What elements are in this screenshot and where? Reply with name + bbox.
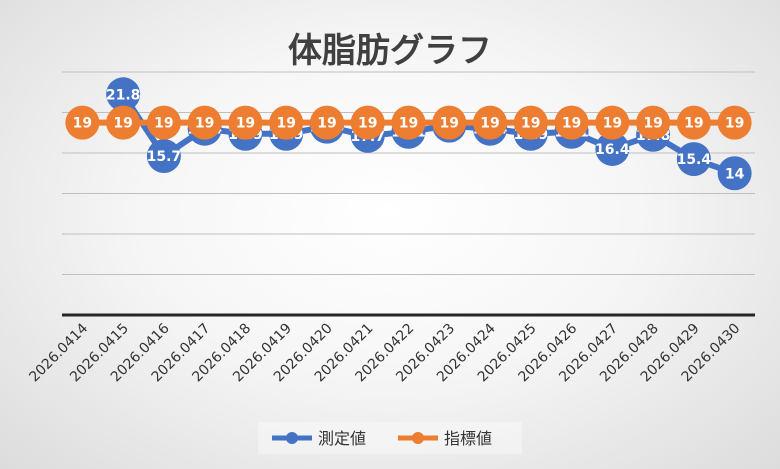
data-point	[595, 105, 630, 140]
data-label: 19	[480, 116, 499, 132]
data-label: 19	[317, 116, 336, 132]
data-label: 14	[725, 166, 745, 182]
data-point	[187, 105, 222, 140]
data-label: 19	[154, 116, 173, 132]
data-label: 19	[276, 116, 295, 132]
legend-label: 測定値	[318, 429, 366, 448]
data-point	[228, 105, 263, 140]
data-label: 21.8	[106, 87, 141, 103]
chart-title: 体脂肪グラフ	[288, 31, 492, 71]
data-label: 19	[358, 116, 377, 132]
data-point	[309, 105, 344, 140]
x-axis-ticks: 2026.04142026.04152026.04162026.04172026…	[26, 320, 743, 385]
data-point	[717, 105, 752, 140]
data-point	[146, 139, 181, 174]
data-point	[65, 105, 100, 140]
series-line	[120, 92, 736, 177]
data-label: 19	[643, 116, 662, 132]
data-point	[676, 142, 711, 177]
data-label: 15.4	[677, 152, 712, 168]
data-label: 19	[73, 116, 92, 132]
data-label: 19	[399, 116, 418, 132]
data-label: 19	[521, 116, 540, 132]
data-label: 19	[113, 116, 132, 132]
data-point	[146, 105, 181, 140]
data-point	[473, 105, 508, 140]
data-point	[432, 105, 467, 140]
data-point	[106, 77, 141, 112]
data-point	[106, 105, 141, 140]
legend: 測定値 指標値	[258, 422, 522, 454]
legend-label: 指標値	[444, 429, 492, 448]
data-point	[391, 105, 426, 140]
data-point	[636, 105, 671, 140]
data-label: 19	[603, 116, 622, 132]
data-label: 15.7	[147, 149, 182, 165]
data-label: 19	[236, 116, 255, 132]
data-label: 19	[725, 116, 744, 132]
data-point	[676, 105, 711, 140]
data-label: 16.4	[595, 142, 630, 158]
data-label: 19	[195, 116, 214, 132]
data-point	[513, 105, 548, 140]
data-point	[350, 105, 385, 140]
data-point	[269, 105, 304, 140]
data-point	[554, 105, 589, 140]
data-label: 19	[562, 116, 581, 132]
data-label: 19	[440, 116, 459, 132]
legend-items: 測定値 指標値	[272, 429, 492, 448]
legend-marker	[412, 432, 424, 444]
legend-marker	[286, 432, 298, 444]
series-layer: 21.815.718.417.917.918.617.718.118.718.4…	[65, 77, 752, 191]
data-label: 19	[684, 116, 703, 132]
data-point	[717, 156, 752, 191]
data-point	[595, 131, 630, 166]
